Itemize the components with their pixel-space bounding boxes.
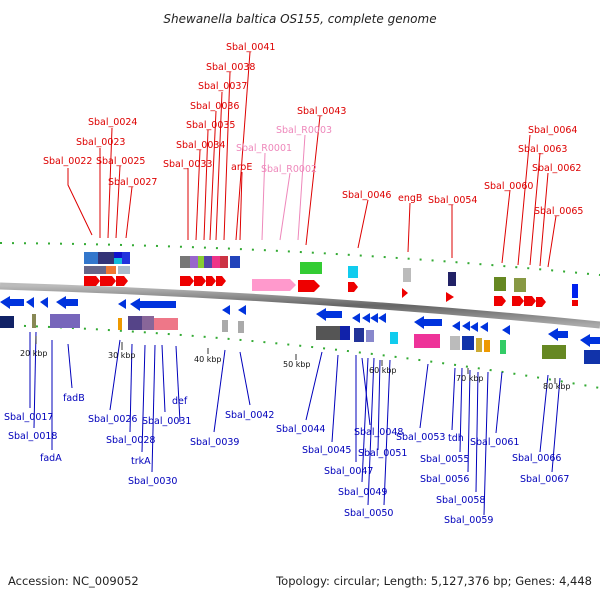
ruler-label: 30 kbp [108,351,136,360]
gene-label[interactable]: Sbal_0023 [76,137,125,148]
gene-label[interactable]: Sbal_0030 [128,476,177,487]
gene-label[interactable]: Sbal_0046 [342,190,391,201]
gene-label[interactable]: Sbal_R0001 [236,143,292,154]
ruler-label: 20 kbp [20,349,48,358]
forward-genes [84,252,578,307]
ruler-label: 80 kbp [543,382,571,391]
gene-label[interactable]: Sbal_0059 [444,515,493,526]
gene-label[interactable]: Sbal_0063 [518,144,567,155]
gene-label[interactable]: Sbal_0054 [428,195,477,206]
gene-label[interactable]: trkA [131,456,151,467]
top-leader-lines [67,51,557,268]
gene-label[interactable]: Sbal_0050 [344,508,393,519]
ruler-label: 40 kbp [194,355,222,364]
gene-label[interactable]: fadA [40,453,62,464]
gene-label[interactable]: Sbal_0026 [88,414,137,425]
gene-label[interactable]: Sbal_0058 [436,495,485,506]
ruler-label: 70 kbp [456,374,484,383]
gene-label[interactable]: Sbal_0049 [338,487,387,498]
accession-text: Accession: NC_009052 [8,574,139,588]
gene-label[interactable]: Sbal_0043 [297,106,346,117]
gene-label[interactable]: Sbal_0062 [532,163,581,174]
gene-label[interactable]: Sbal_0033 [163,159,212,170]
rna-leader-lines [261,134,306,241]
forward-track-upper [0,242,600,276]
gene-label[interactable]: Sbal_0064 [528,125,577,136]
bottom-gene-labels: fadB Sbal_0017 Sbal_0018 fadA Sbal_0026 … [4,393,569,526]
gene-label[interactable]: Sbal_0047 [324,466,373,477]
gene-label[interactable]: Sbal_0051 [358,448,407,459]
bottom-leader-lines [29,331,561,516]
ruler-labels: 20 kbp 30 kbp 40 kbp 50 kbp 60 kbp 70 kb… [20,349,571,391]
genome-backbone [0,282,600,329]
gene-label[interactable]: Sbal_0031 [142,416,191,427]
genome-summary-text: Topology: circular; Length: 5,127,376 bp… [275,574,592,588]
ruler-label: 50 kbp [283,360,311,369]
gene-label[interactable]: Sbal_0067 [520,474,569,485]
gene-label[interactable]: Sbal_R0003 [276,125,332,136]
gene-label[interactable]: Sbal_0044 [276,424,325,435]
gene-label[interactable]: Sbal_0018 [8,431,57,442]
gene-label[interactable]: Sbal_0038 [206,62,255,73]
reverse-track-lower [0,324,600,389]
reverse-genes [0,296,600,364]
gene-label[interactable]: fadB [63,393,85,404]
gene-label[interactable]: Sbal_0045 [302,445,351,456]
gene-label[interactable]: Sbal_0060 [484,181,533,192]
page-title: Shewanella baltica OS155, complete genom… [163,12,436,26]
gene-label[interactable]: Sbal_0025 [96,156,145,167]
gene-label[interactable]: Sbal_0066 [512,453,561,464]
gene-label[interactable]: Sbal_0042 [225,410,274,421]
top-gene-labels: Sbal_0041 Sbal_0038 Sbal_0037 Sbal_0036 … [43,42,583,217]
gene-label[interactable]: Sbal_0061 [470,437,519,448]
gene-label[interactable]: Sbal_0034 [176,140,225,151]
gene-label[interactable]: Sbal_0065 [534,206,583,217]
gene-label[interactable]: Sbal_0056 [420,474,469,485]
ruler-ticks [35,336,556,384]
gene-label[interactable]: Sbal_R0002 [261,164,317,175]
gene-label[interactable]: Sbal_0048 [354,427,403,438]
gene-label[interactable]: Sbal_0022 [43,156,92,167]
gene-label[interactable]: Sbal_0024 [88,117,137,128]
gene-label[interactable]: Sbal_0041 [226,42,275,53]
gene-label[interactable]: Sbal_0017 [4,412,53,423]
gene-label[interactable]: Sbal_0037 [198,81,247,92]
gene-label[interactable]: Sbal_0027 [108,177,157,188]
gene-label[interactable]: engB [398,193,422,204]
gene-label[interactable]: Sbal_0053 [396,432,445,443]
ruler-label: 60 kbp [369,366,397,375]
gene-label[interactable]: Sbal_0035 [186,120,235,131]
gene-label[interactable]: Sbal_0036 [190,101,239,112]
gene-label[interactable]: Sbal_0055 [420,454,469,465]
gene-label[interactable]: tdh [448,433,464,444]
gene-label[interactable]: def [172,396,188,407]
gene-label[interactable]: Sbal_0039 [190,437,239,448]
gene-label[interactable]: aroE [231,162,252,173]
gene-label[interactable]: Sbal_0028 [106,435,155,446]
